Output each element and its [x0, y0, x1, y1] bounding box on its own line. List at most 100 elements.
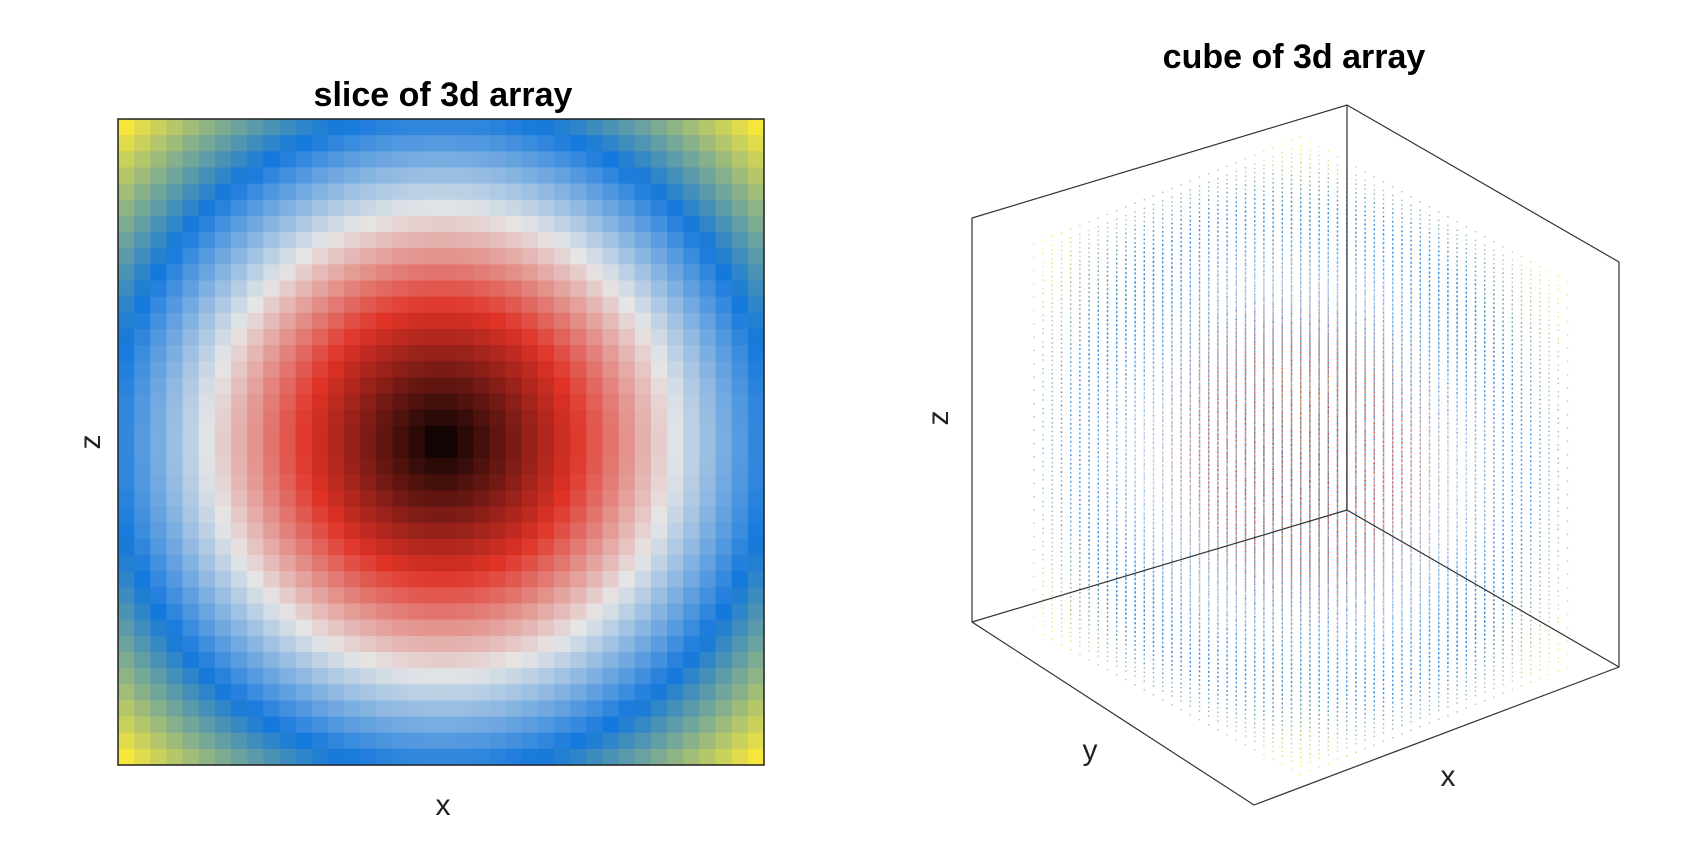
cube-point: [1143, 207, 1145, 209]
heatmap-cell: [295, 280, 313, 298]
heatmap-cell: [311, 248, 329, 265]
heatmap-cell: [150, 490, 168, 508]
heatmap-cell: [457, 732, 474, 750]
heatmap-cell: [214, 668, 232, 685]
heatmap-cell: [118, 296, 135, 314]
heatmap-cell: [537, 716, 555, 734]
heatmap-cell: [376, 232, 394, 249]
heatmap-cell: [198, 345, 216, 362]
heatmap-cell: [683, 506, 700, 524]
cube-point: [1042, 487, 1044, 490]
heatmap-cell: [134, 425, 151, 443]
heatmap-cell: [279, 280, 297, 298]
heatmap-cell: [457, 748, 474, 766]
heatmap-cell: [360, 619, 377, 637]
cube-point: [1042, 394, 1044, 396]
heatmap-cell: [537, 748, 555, 766]
heatmap-cell: [602, 619, 620, 637]
heatmap-cell: [634, 474, 652, 492]
cube-point: [1051, 306, 1053, 308]
heatmap-cell: [182, 587, 200, 605]
heatmap-cell: [118, 603, 135, 621]
heatmap-cell: [602, 716, 620, 734]
heatmap-cell: [118, 490, 135, 508]
cube-point: [1152, 212, 1155, 214]
heatmap-cell: [747, 312, 765, 330]
heatmap-cell: [376, 555, 394, 572]
heatmap-cell: [118, 506, 135, 524]
heatmap-cell: [214, 651, 232, 669]
cube-point: [1051, 430, 1053, 433]
heatmap-cell: [618, 668, 636, 685]
heatmap-cell: [263, 345, 281, 362]
heatmap-cell: [537, 183, 555, 201]
heatmap-cell: [441, 361, 458, 378]
cube-point: [1070, 365, 1072, 367]
heatmap-cell: [231, 151, 248, 169]
heatmap-cell: [424, 635, 442, 653]
heatmap-cell: [715, 328, 733, 346]
cube-point: [1042, 328, 1044, 330]
cube-point: [1051, 617, 1053, 619]
heatmap-cell: [182, 135, 200, 152]
heatmap-cell: [182, 425, 200, 443]
heatmap-cell: [182, 506, 200, 524]
heatmap-cell: [457, 248, 474, 265]
cube-point: [1033, 269, 1035, 272]
heatmap-cell: [311, 425, 329, 443]
cube-point: [1097, 239, 1099, 241]
cube-point: [1042, 341, 1044, 343]
heatmap-cell: [279, 135, 297, 152]
heatmap-cell: [667, 538, 684, 556]
heatmap-cell: [586, 361, 604, 378]
heatmap-cell: [424, 571, 442, 588]
heatmap-cell: [586, 619, 604, 637]
heatmap-cell: [473, 668, 491, 685]
heatmap-cell: [650, 684, 668, 701]
cube-point: [1143, 225, 1145, 227]
heatmap-cell: [505, 425, 523, 443]
heatmap-cell: [214, 474, 232, 492]
cube-point: [1300, 149, 1302, 151]
heatmap-cell: [198, 748, 216, 766]
cube-point: [1070, 392, 1072, 394]
heatmap-cell: [134, 119, 151, 136]
heatmap-cell: [424, 748, 442, 766]
heatmap-cell: [198, 377, 216, 395]
heatmap-cell: [392, 409, 410, 427]
heatmap-cell: [473, 748, 491, 766]
heatmap-cell: [408, 522, 426, 540]
heatmap-cell: [166, 490, 184, 508]
heatmap-cell: [537, 603, 555, 621]
heatmap-cell: [602, 603, 620, 621]
heatmap-cell: [602, 409, 620, 427]
heatmap-cell: [166, 716, 184, 734]
heatmap-cell: [166, 312, 184, 330]
cube-point: [1060, 320, 1063, 323]
heatmap-cell: [182, 119, 200, 136]
heatmap-cell: [134, 296, 151, 314]
heatmap-cell: [683, 151, 700, 169]
cube-point: [1060, 515, 1063, 517]
heatmap-cell: [134, 393, 151, 411]
slice-plot-frame: [117, 118, 765, 766]
heatmap-cell: [231, 328, 248, 346]
heatmap-cell: [618, 248, 636, 265]
cube-point: [1217, 191, 1219, 193]
heatmap-cell: [618, 119, 636, 136]
heatmap-cell: [408, 377, 426, 395]
heatmap-cell: [150, 748, 168, 766]
heatmap-cell: [134, 603, 151, 621]
heatmap-cell: [634, 280, 652, 298]
cube-point: [1309, 171, 1311, 174]
heatmap-cell: [473, 119, 491, 136]
heatmap-cell: [424, 458, 442, 475]
heatmap-cell: [150, 296, 168, 314]
heatmap-cell: [537, 377, 555, 395]
cube-point: [1060, 254, 1063, 256]
cube-point: [1106, 213, 1109, 216]
heatmap-cell: [457, 361, 474, 378]
heatmap-cell: [118, 684, 135, 701]
heatmap-cell: [360, 716, 377, 734]
heatmap-cell: [214, 232, 232, 249]
